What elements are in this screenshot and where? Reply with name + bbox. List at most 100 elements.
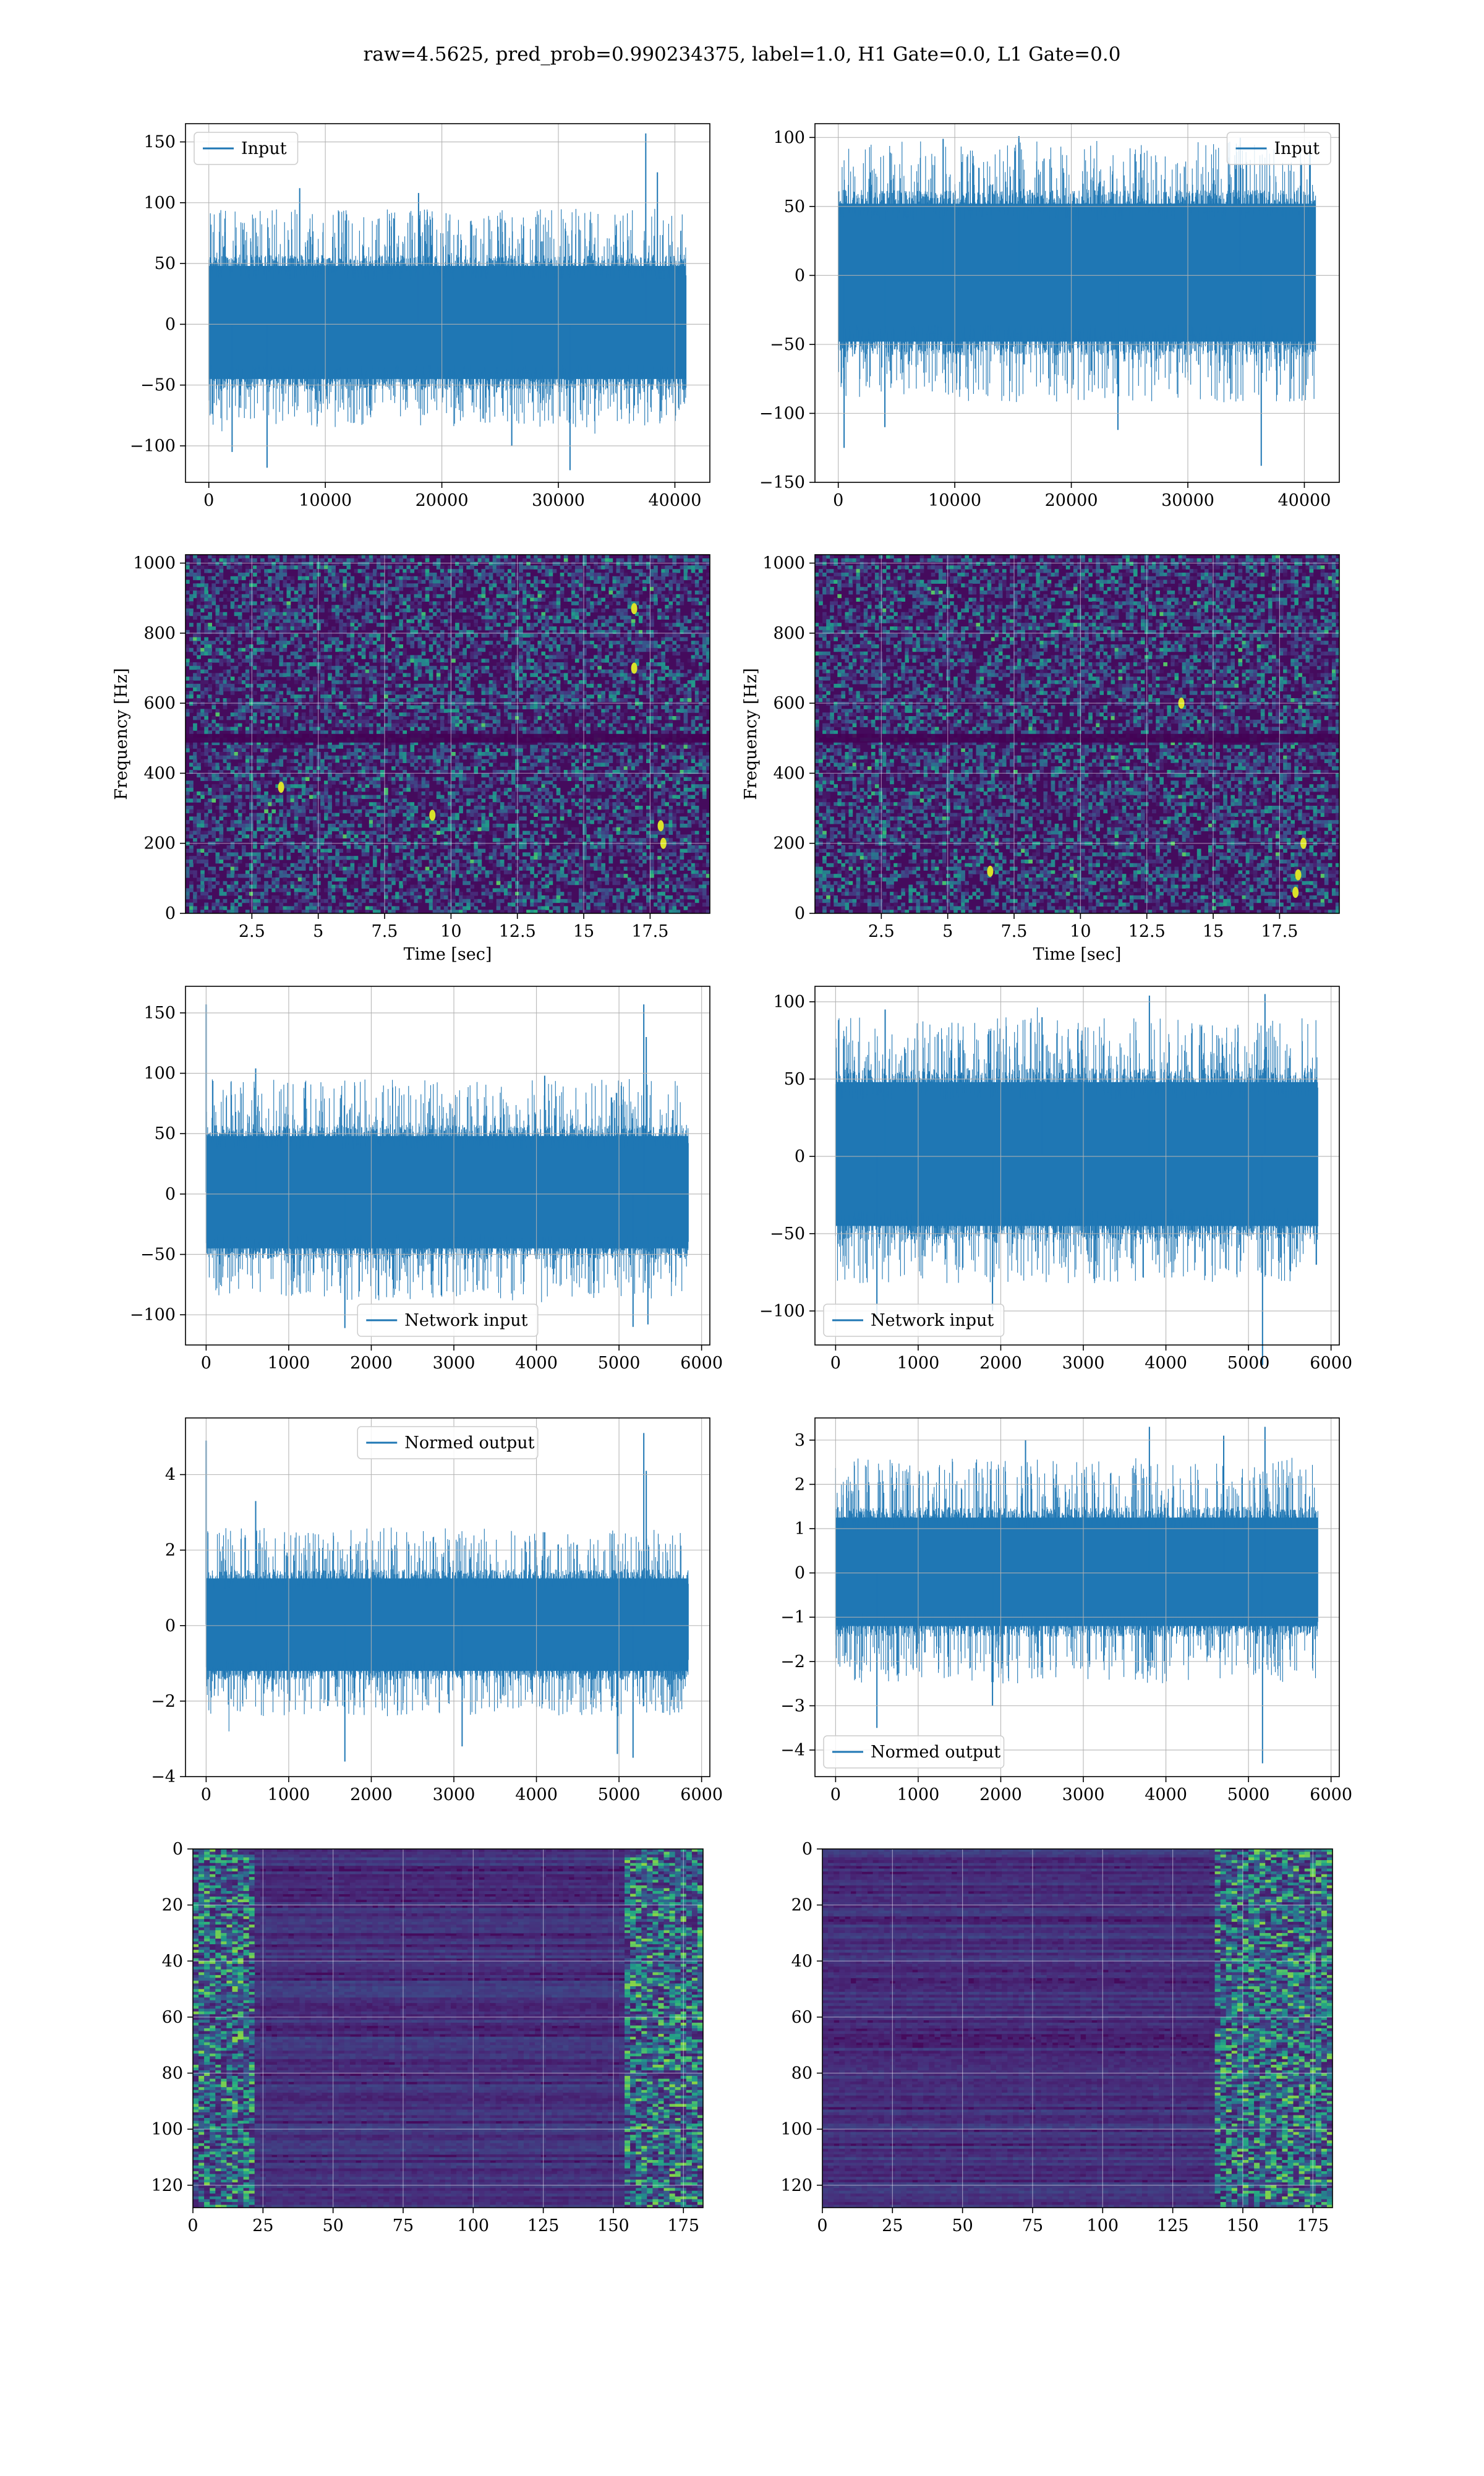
heatmap-cell <box>519 634 523 638</box>
heatmap-cell <box>339 680 343 684</box>
heatmap-cell <box>463 724 467 727</box>
heatmap-cell <box>631 677 636 680</box>
heatmap-cell <box>522 648 527 652</box>
heatmap-cell <box>582 616 587 620</box>
heatmap-cell <box>657 608 662 612</box>
heatmap-cell <box>556 583 561 587</box>
heatmap-cell <box>590 605 594 608</box>
heatmap-cell <box>504 727 508 730</box>
heatmap-cell <box>605 698 609 702</box>
heatmap-cell <box>556 680 561 684</box>
heatmap-cell <box>186 573 190 576</box>
heatmap-cell <box>253 730 257 734</box>
heatmap-cell <box>440 580 445 584</box>
heatmap-cell <box>260 587 265 591</box>
heatmap-cell <box>287 594 291 598</box>
heatmap-cell <box>437 659 441 662</box>
heatmap-cell <box>642 712 647 716</box>
heatmap-cell <box>437 594 441 598</box>
heatmap-cell <box>482 594 486 598</box>
heatmap-cell <box>650 694 654 698</box>
heatmap-cell <box>702 727 707 730</box>
heatmap-cell <box>642 730 647 734</box>
heatmap-cell <box>571 626 576 630</box>
heatmap-cell <box>482 720 486 724</box>
heatmap-cell <box>238 587 242 591</box>
heatmap-cell <box>451 655 456 659</box>
heatmap-cell <box>545 644 550 648</box>
heatmap-cell <box>271 565 276 569</box>
heatmap-cell <box>526 555 531 558</box>
heatmap-cell <box>504 612 508 616</box>
heatmap-cell <box>186 605 190 608</box>
heatmap-cell <box>478 580 482 584</box>
heatmap-cell <box>211 601 216 605</box>
heatmap-cell <box>399 666 403 670</box>
heatmap-cell <box>328 591 332 594</box>
heatmap-cell <box>391 691 396 694</box>
heatmap-cell <box>245 558 250 562</box>
heatmap-cell <box>579 688 583 691</box>
heatmap-cell <box>410 605 414 608</box>
heatmap-cell <box>624 626 628 630</box>
heatmap-cell <box>455 555 459 558</box>
heatmap-cell <box>661 558 665 562</box>
heatmap-cell <box>347 706 351 709</box>
heatmap-cell <box>545 756 550 759</box>
heatmap-cell <box>628 555 632 558</box>
heatmap-cell <box>537 716 542 720</box>
heatmap-cell <box>253 712 257 716</box>
heatmap-cell <box>294 677 299 680</box>
heatmap-cell <box>601 583 605 587</box>
heatmap-cell <box>302 712 306 716</box>
heatmap-cell <box>624 619 628 623</box>
heatmap-cell <box>395 580 399 584</box>
heatmap-cell <box>380 594 385 598</box>
heatmap-cell <box>268 684 272 688</box>
heatmap-cell <box>545 666 550 670</box>
heatmap-cell <box>440 619 445 623</box>
heatmap-cell <box>534 730 538 734</box>
heatmap-cell <box>541 691 545 694</box>
heatmap-cell <box>668 626 673 630</box>
heatmap-cell <box>534 648 538 652</box>
heatmap-cell <box>331 712 336 716</box>
heatmap-cell <box>560 748 565 752</box>
heatmap-cell <box>351 626 355 630</box>
heatmap-cell <box>665 724 669 727</box>
heatmap-cell <box>482 558 486 562</box>
heatmap-cell <box>609 616 613 620</box>
heatmap-cell <box>406 724 411 727</box>
heatmap-cell <box>695 691 699 694</box>
heatmap-cell <box>560 580 565 584</box>
heatmap-cell <box>260 762 265 766</box>
heatmap-cell <box>534 680 538 684</box>
heatmap-cell <box>568 626 572 630</box>
heatmap-cell <box>493 569 497 573</box>
heatmap-cell <box>227 565 231 569</box>
heatmap-cell <box>324 706 328 709</box>
heatmap-cell <box>605 634 609 638</box>
heatmap-cell <box>661 580 665 584</box>
heatmap-cell <box>351 608 355 612</box>
heatmap-cell <box>485 716 490 720</box>
heatmap-cell <box>238 752 242 756</box>
heatmap-cell <box>668 709 673 712</box>
heatmap-cell <box>399 576 403 580</box>
heatmap-cell <box>616 612 621 616</box>
heatmap-cell <box>320 601 325 605</box>
heatmap-cell <box>331 688 336 691</box>
heatmap-cell <box>268 709 272 712</box>
heatmap-cell <box>624 583 628 587</box>
heatmap-cell <box>549 712 553 716</box>
heatmap-cell <box>699 727 703 730</box>
heatmap-cell <box>553 598 557 602</box>
heatmap-cell <box>291 724 295 727</box>
heatmap-cell <box>668 698 673 702</box>
heatmap-cell <box>489 601 493 605</box>
heatmap-cell <box>197 648 201 652</box>
heatmap-cell <box>537 677 542 680</box>
heatmap-cell <box>556 562 561 566</box>
heatmap-cell <box>646 644 650 648</box>
